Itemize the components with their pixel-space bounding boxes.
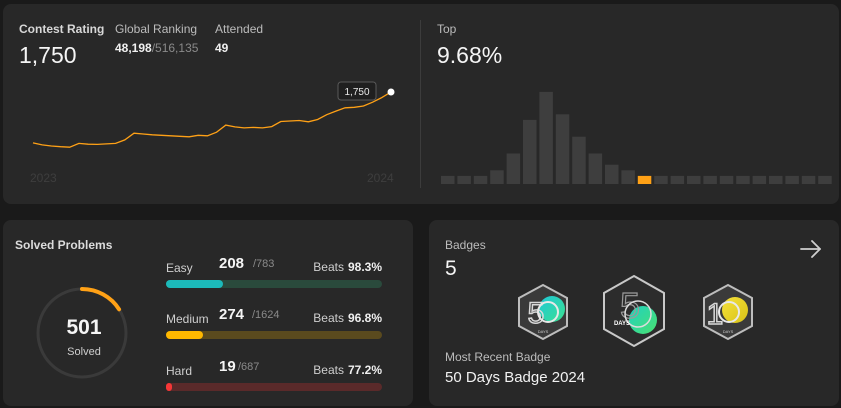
histogram-bar[interactable] (719, 175, 734, 184)
solved-count: 501 (66, 316, 102, 339)
histogram-bar[interactable] (539, 91, 553, 184)
beats-value: 98.3% (347, 260, 382, 274)
solved-progress-ring[interactable] (34, 285, 130, 381)
histogram-bar[interactable] (588, 153, 603, 185)
histogram-bar[interactable] (457, 175, 471, 184)
difficulty-medium-row[interactable]: Medium 274 /1624 Beats 96.8% (166, 306, 382, 348)
rating-line-chart[interactable]: 1,750 2023 2024 (3, 4, 423, 204)
solved-progress-arc (36, 287, 128, 379)
difficulty-name: Medium (166, 312, 209, 326)
difficulty-progress-track (166, 280, 382, 288)
histogram-bar[interactable] (441, 175, 455, 184)
histogram-bar[interactable] (555, 114, 570, 184)
rating-line (32, 91, 392, 148)
difficulty-name: Easy (166, 261, 193, 275)
histogram-bar[interactable] (506, 153, 521, 185)
attended-value: 49 (215, 41, 229, 55)
rating-tooltip-text: 1,750 (344, 87, 369, 98)
most-recent-badge-name: 50 Days Badge 2024 (445, 369, 586, 386)
histogram-bar[interactable] (572, 136, 586, 184)
badge-caption: DAYS (538, 329, 549, 334)
contest-rating-card: Contest Rating 1,750 Global Ranking 48,1… (3, 4, 839, 204)
histogram-bar[interactable] (621, 170, 635, 184)
histogram-bar[interactable] (703, 175, 717, 184)
difficulty-progress-track (166, 331, 382, 339)
difficulty-hard-row[interactable]: Hard 19 /687 Beats 77.2% (166, 358, 382, 400)
50-days-badge-icon[interactable]: 5 DAYS (514, 283, 572, 341)
badge-caption: DAYS (614, 321, 630, 327)
arrow-right-icon[interactable] (798, 236, 824, 262)
histogram-bar-current[interactable] (637, 175, 652, 184)
year-start-label: 2023 (30, 171, 57, 185)
histogram-bar[interactable] (654, 175, 668, 184)
difficulty-solved-count: 19 (219, 358, 236, 375)
rating-tooltip (337, 81, 377, 101)
top-label: Top (437, 22, 457, 36)
contest-rating-value: 1,750 (19, 42, 77, 68)
histogram-bar[interactable] (801, 175, 816, 184)
badges-title: Badges (445, 238, 486, 252)
svg-text:5: 5 (528, 297, 545, 330)
svg-text:5: 5 (620, 285, 640, 326)
difficulty-beats: Beats 77.2% (313, 363, 382, 377)
histogram-bar[interactable] (736, 175, 750, 184)
difficulty-total: /783 (253, 258, 275, 270)
beats-label: Beats (313, 311, 344, 325)
global-total: /516,135 (151, 41, 199, 55)
attended-label: Attended (215, 22, 264, 36)
top-percentage: 9.68% (437, 42, 503, 68)
rating-current-point (387, 88, 395, 96)
card-divider (420, 20, 421, 188)
histogram-bar[interactable] (670, 175, 685, 184)
difficulty-easy-row[interactable]: Easy 208 /783 Beats 98.3% (166, 255, 382, 297)
svg-text:1: 1 (707, 298, 724, 331)
global-rank: 48,198 (115, 41, 152, 55)
global-ranking-value: 48,198/516,135 (115, 41, 198, 55)
difficulty-solved-count: 274 (219, 306, 245, 323)
badges-count: 5 (445, 257, 457, 280)
difficulty-progress-fill (166, 280, 224, 288)
histogram-bar[interactable] (752, 175, 767, 184)
difficulty-name: Hard (166, 364, 193, 378)
difficulty-progress-fill (166, 331, 203, 339)
histogram-bar[interactable] (785, 175, 799, 184)
difficulty-progress-track (166, 383, 382, 391)
histogram-bar[interactable] (490, 170, 504, 184)
histogram-bar[interactable] (473, 175, 488, 184)
histogram-bar[interactable] (605, 164, 619, 184)
histogram-bar[interactable] (523, 119, 537, 184)
difficulty-total: /1624 (252, 309, 280, 321)
difficulty-beats: Beats 96.8% (313, 311, 382, 325)
global-ranking-label: Global Ranking (115, 22, 198, 36)
50-days-badge-2024-icon[interactable]: 5 DAYS (600, 274, 668, 350)
difficulty-progress-fill (166, 383, 173, 391)
beats-label: Beats (313, 260, 344, 274)
difficulty-total: /687 (238, 361, 260, 373)
histogram-bar[interactable] (769, 175, 783, 184)
contest-rating-label: Contest Rating (19, 22, 105, 36)
difficulty-beats: Beats 98.3% (313, 260, 382, 274)
100-days-badge-icon[interactable]: 1 DAYS (699, 283, 757, 341)
year-end-label: 2024 (367, 171, 394, 185)
beats-value: 96.8% (347, 311, 382, 325)
solved-count-label: Solved (67, 346, 101, 358)
solved-problems-title: Solved Problems (15, 238, 113, 252)
rating-distribution-histogram[interactable] (3, 4, 839, 204)
histogram-bar[interactable] (687, 175, 701, 184)
beats-label: Beats (313, 363, 344, 377)
difficulty-solved-count: 208 (219, 255, 245, 272)
beats-value: 77.2% (347, 363, 382, 377)
most-recent-badge-label: Most Recent Badge (445, 350, 551, 364)
badges-card: Badges 5 Most Recent Badge 50 Days Badge… (429, 220, 839, 406)
badge-caption: DAYS (723, 329, 734, 334)
histogram-bar[interactable] (818, 175, 832, 184)
